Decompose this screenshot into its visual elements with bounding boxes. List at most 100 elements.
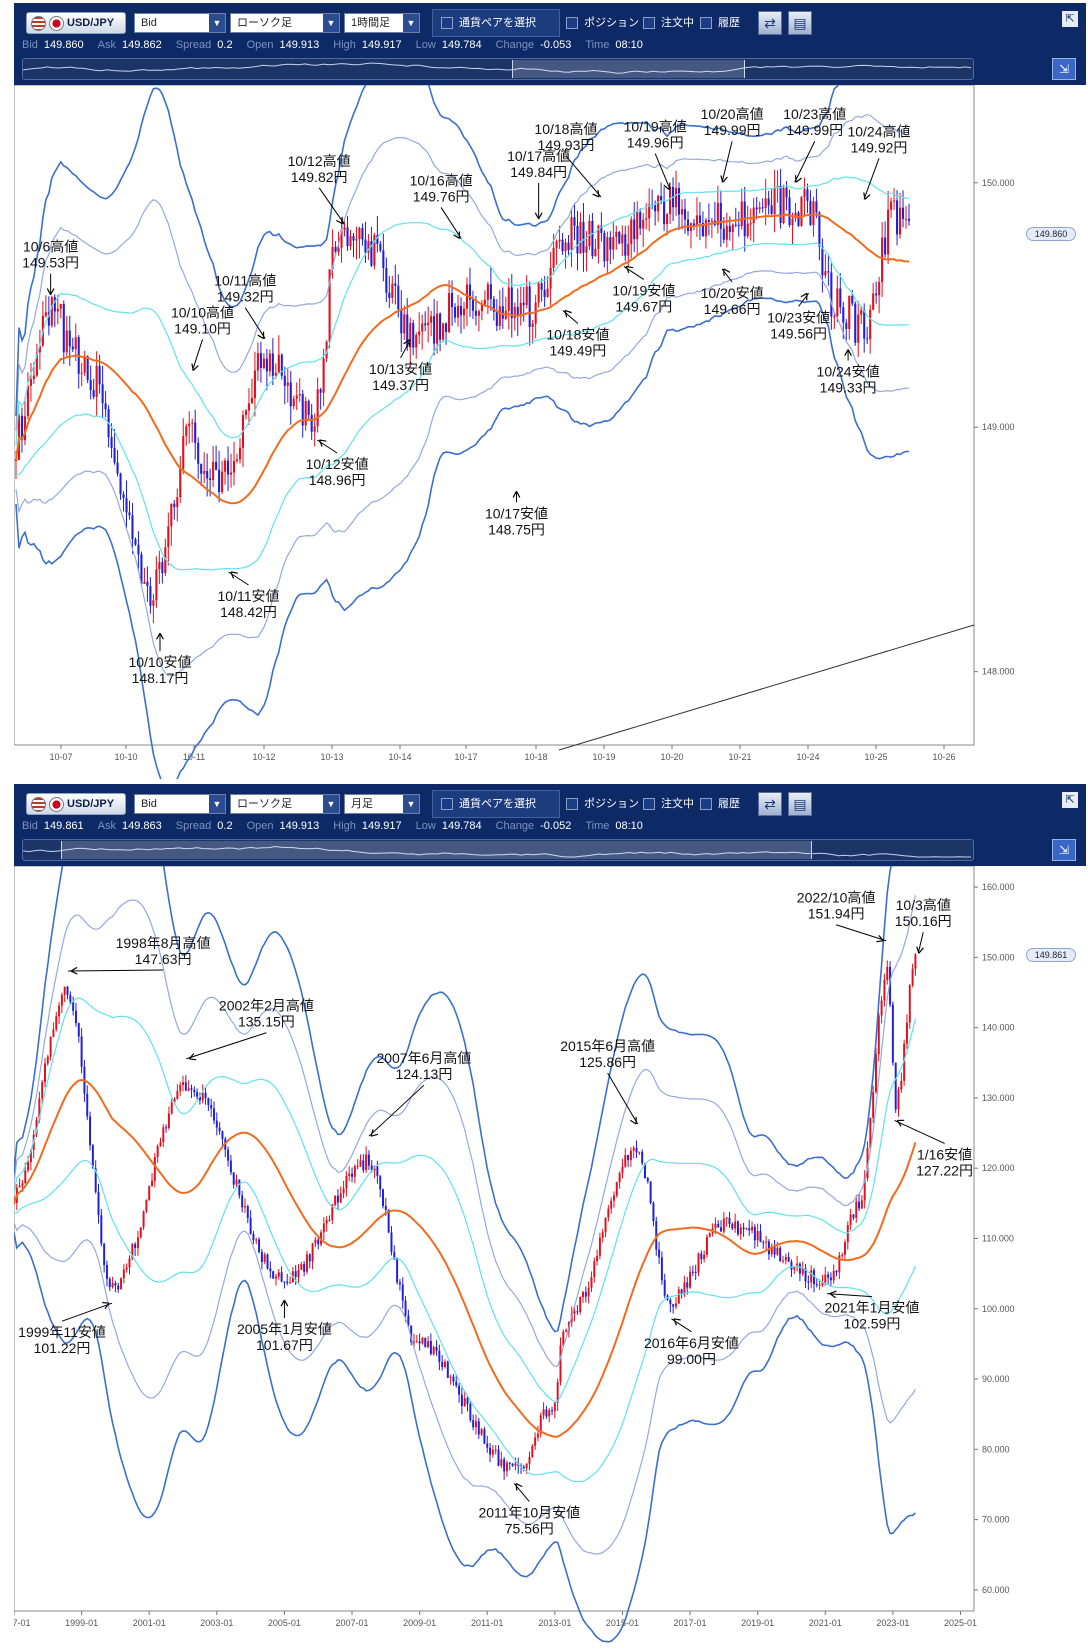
collapse-icon[interactable]: ⇱: [1062, 11, 1078, 27]
arrow-head: [723, 268, 731, 276]
candle-body: [734, 224, 737, 226]
time-navigator[interactable]: [22, 58, 974, 80]
currency-pair-button[interactable]: USD/JPY: [26, 12, 126, 34]
candle-body: [331, 1204, 334, 1220]
window-icon[interactable]: ▤: [788, 11, 812, 35]
candle-body: [818, 1284, 821, 1286]
candle-body: [893, 200, 896, 202]
candle-body: [215, 461, 218, 470]
candle-body: [50, 297, 53, 326]
candle-body: [104, 403, 107, 410]
candle-body: [352, 236, 355, 241]
window-icon[interactable]: ▤: [788, 792, 812, 816]
candle-body: [14, 459, 18, 461]
candle-body: [869, 1117, 872, 1148]
candle-body: [83, 356, 86, 373]
candle-body: [449, 1376, 452, 1378]
candle-body: [537, 283, 540, 303]
candle-body: [232, 1172, 235, 1185]
candle-body: [615, 1182, 618, 1196]
price-chart[interactable]: 160.000 150.000 140.000 130.000 120.000 110.0…: [14, 866, 1086, 1646]
y-tick-label: 80.000: [982, 1444, 1010, 1454]
candle-body: [142, 1211, 145, 1228]
candle-body: [648, 204, 651, 219]
candle-body: [131, 515, 134, 540]
select-pair-button[interactable]: 通貨ペアを選択: [432, 790, 560, 818]
annotation-value: 149.10円: [174, 320, 231, 336]
candle-body: [108, 1278, 111, 1288]
candle-body: [427, 322, 430, 326]
price-type-select[interactable]: Bid ▼: [134, 794, 226, 814]
annotation-label: 10/11高値: [214, 273, 276, 289]
candle-body: [334, 246, 337, 253]
timeframe-select[interactable]: 月足 ▼: [344, 794, 420, 814]
candle-body: [345, 1175, 348, 1189]
candle-body: [128, 512, 131, 516]
candle-body: [100, 1215, 103, 1244]
candle-body: [305, 1254, 308, 1272]
annotation-label: 10/19安値: [612, 282, 675, 298]
candle-body: [235, 459, 239, 461]
orders-toggle[interactable]: 注文中: [643, 795, 694, 811]
price-chart[interactable]: 150.000 149.000 148.000 10-07 10-10 10-11 10-1…: [14, 85, 1086, 779]
candle-body: [522, 302, 525, 305]
candle-body: [494, 1449, 497, 1451]
candle-body: [525, 1463, 528, 1469]
chart-settings-icon[interactable]: ⇄: [758, 11, 782, 35]
x-tick-label: 10-10: [114, 752, 137, 762]
chart-type-select[interactable]: ローソク足 ▼: [230, 794, 340, 814]
price-type-select[interactable]: Bid ▼: [134, 13, 226, 33]
currency-pair-button[interactable]: USD/JPY: [26, 793, 126, 815]
candle-body: [755, 207, 758, 210]
candle-body: [525, 286, 528, 305]
candle-body: [905, 1022, 908, 1044]
navigator-window[interactable]: [512, 60, 745, 78]
history-toggle[interactable]: 履歴: [700, 14, 740, 30]
arrow-head: [230, 571, 238, 579]
position-toggle[interactable]: ポジション: [566, 14, 639, 30]
candle-body: [497, 1449, 500, 1466]
navigator-reset-icon[interactable]: ⇲: [1052, 839, 1076, 861]
candle-body: [458, 1385, 461, 1395]
annotation-arrow: [607, 1072, 639, 1125]
candle-body: [53, 297, 56, 312]
orders-toggle[interactable]: 注文中: [643, 14, 694, 30]
candle-body: [74, 337, 77, 350]
history-toggle[interactable]: 履歴: [700, 795, 740, 811]
timeframe-value: 月足: [351, 798, 373, 810]
collapse-icon[interactable]: ⇱: [1062, 792, 1078, 808]
candle-body: [719, 202, 722, 229]
candle-body: [376, 234, 379, 244]
candle-body: [235, 1179, 238, 1185]
candle-body: [860, 309, 863, 315]
candle-body: [176, 497, 179, 508]
time-navigator[interactable]: [22, 839, 974, 861]
annotation-value: 135.15円: [238, 1014, 295, 1030]
timeframe-select[interactable]: 1時間足 ▼: [344, 13, 420, 33]
candle-body: [832, 1270, 835, 1281]
x-tick-label: 2021-01: [809, 1618, 842, 1628]
candle-body: [244, 410, 248, 416]
candle-body: [731, 1223, 734, 1229]
candle-body: [136, 1237, 139, 1248]
candle-body: [522, 1466, 525, 1469]
candle-body: [582, 222, 585, 253]
navigator-window[interactable]: [61, 841, 812, 859]
navigator-reset-icon[interactable]: ⇲: [1052, 58, 1076, 80]
annotation-value: 101.67円: [256, 1337, 313, 1353]
candle-body: [505, 1462, 508, 1472]
candle-body: [119, 473, 122, 495]
chart-type-select[interactable]: ローソク足 ▼: [230, 13, 340, 33]
candle-body: [111, 1283, 114, 1288]
candle-body: [660, 196, 663, 201]
candle-body: [477, 311, 480, 316]
position-toggle[interactable]: ポジション: [566, 795, 639, 811]
candle-body: [635, 1147, 638, 1153]
trend-line: [558, 624, 975, 751]
candle-body: [316, 389, 319, 427]
chart-settings-icon[interactable]: ⇄: [758, 792, 782, 816]
y-tick-label: 90.000: [982, 1374, 1010, 1384]
candle-body: [641, 1151, 644, 1164]
candle-body: [858, 1201, 861, 1209]
select-pair-button[interactable]: 通貨ペアを選択: [432, 9, 560, 37]
